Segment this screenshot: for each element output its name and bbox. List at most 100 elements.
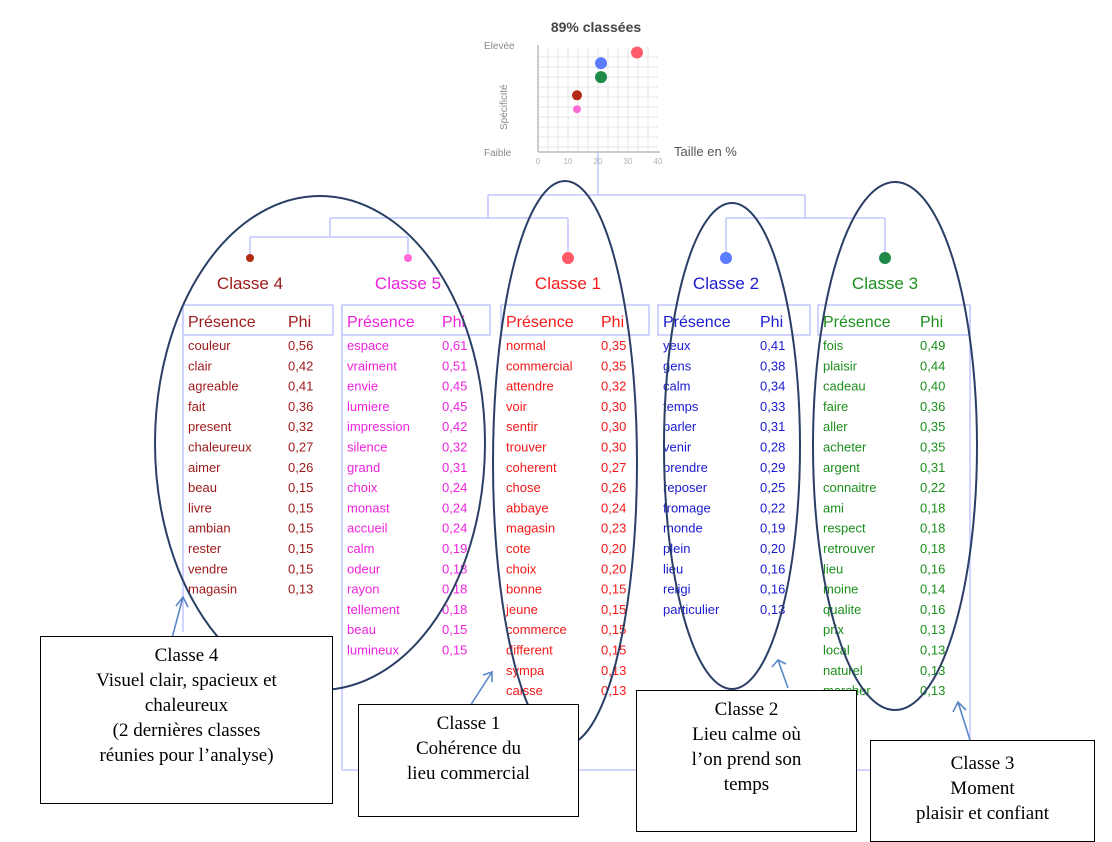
- table-row: fromage 0,22: [663, 500, 785, 515]
- word-cell: rayon: [347, 582, 380, 597]
- phi-cell: 0,38: [760, 358, 785, 373]
- class-title: Classe 1: [535, 274, 601, 293]
- class-size-scatter: 89% classées Elevée Faible Spécificité T…: [484, 19, 737, 166]
- table-row: magasin 0,23: [506, 521, 626, 536]
- table-row: agreable 0,41: [188, 379, 313, 394]
- ellipse-classe-3: [812, 181, 978, 711]
- word-cell: couleur: [188, 338, 231, 353]
- table-row: lieu 0,16: [823, 561, 945, 576]
- phi-cell: 0,16: [920, 561, 945, 576]
- panel-classe-4: Classe 4 Présence Phi couleur 0,56 clair 0,42 a…: [182, 254, 334, 597]
- phi-cell: 0,15: [442, 622, 467, 637]
- phi-cell: 0,13: [920, 663, 945, 678]
- table-row: commerce 0,15: [506, 622, 626, 637]
- table-row: attendre 0,32: [506, 379, 626, 394]
- table-row: sentir 0,30: [506, 419, 626, 434]
- word-cell: abbaye: [506, 500, 549, 515]
- callout-line: Classe 2: [714, 699, 779, 720]
- scatter-point: [595, 71, 607, 84]
- word-cell: lumineux: [347, 643, 400, 658]
- word-cell: beau: [347, 622, 376, 637]
- word-cell: prix: [823, 622, 844, 637]
- word-cell: trouver: [506, 440, 547, 455]
- table-row: chose 0,26: [506, 480, 626, 495]
- word-cell: parler: [663, 419, 697, 434]
- word-cell: caisse: [506, 683, 543, 698]
- scatter-point: [573, 105, 581, 114]
- table-row: prendre 0,29: [663, 460, 785, 475]
- word-cell: cadeau: [823, 379, 866, 394]
- phi-cell: 0,31: [920, 460, 945, 475]
- word-cell: temps: [663, 399, 699, 414]
- word-cell: sentir: [506, 419, 538, 434]
- table-row: sympa 0,13: [506, 663, 626, 678]
- callout-line: plaisir et confiant: [916, 803, 1049, 824]
- scatter-title: 89% classées: [551, 19, 642, 35]
- table-row: naturel 0,13: [823, 663, 945, 678]
- table-row: caisse 0,13: [506, 683, 626, 698]
- word-cell: venir: [663, 440, 692, 455]
- phi-cell: 0,40: [920, 379, 945, 394]
- class-dot: [246, 254, 254, 262]
- class-title: Classe 5: [375, 274, 441, 293]
- phi-cell: 0,27: [288, 440, 313, 455]
- phi-cell: 0,15: [288, 500, 313, 515]
- phi-cell: 0,18: [920, 541, 945, 556]
- phi-cell: 0,35: [920, 440, 945, 455]
- word-cell: jeune: [505, 602, 538, 617]
- word-cell: lumiere: [347, 399, 390, 414]
- phi-cell: 0,20: [760, 541, 785, 556]
- table-header-box: [817, 304, 971, 336]
- table-row: moine 0,14: [823, 582, 945, 597]
- phi-cell: 0,29: [760, 460, 785, 475]
- callout-line: Classe 1: [436, 713, 501, 734]
- table-row: lumineux 0,15: [347, 643, 467, 658]
- table-row: lumiere 0,45: [347, 399, 467, 414]
- ellipse-classe-2: [663, 202, 801, 690]
- phi-cell: 0,31: [442, 460, 467, 475]
- table-row: faire 0,36: [823, 399, 945, 414]
- phi-cell: 0,24: [442, 480, 467, 495]
- table-row: acheter 0,35: [823, 440, 945, 455]
- word-cell: local: [823, 643, 850, 658]
- word-cell: reposer: [663, 480, 708, 495]
- word-cell: calm: [663, 379, 690, 394]
- word-cell: normal: [506, 338, 546, 353]
- panel-classe-5: Classe 5 Présence Phi espace 0,61 vraiment 0,5…: [341, 254, 491, 658]
- table-row: impression 0,42: [347, 419, 467, 434]
- callout-line: Classe 3: [950, 753, 1015, 774]
- phi-cell: 0,15: [601, 643, 626, 658]
- phi-cell: 0,45: [442, 399, 467, 414]
- phi-cell: 0,36: [920, 399, 945, 414]
- phi-cell: 0,13: [760, 602, 785, 617]
- table-row: fait 0,36: [188, 399, 313, 414]
- word-cell: grand: [347, 460, 380, 475]
- word-cell: yeux: [663, 338, 691, 353]
- word-cell: lieu: [823, 561, 843, 576]
- table-row: aimer 0,26: [188, 460, 313, 475]
- panel-classe-1: Classe 1 Présence Phi normal 0,35 commercial 0…: [500, 252, 650, 698]
- phi-cell: 0,31: [760, 419, 785, 434]
- word-cell: monde: [663, 521, 703, 536]
- panel-classe-2: Classe 2 Présence Phi yeux 0,41 gens 0,38 calm 0…: [657, 252, 811, 617]
- word-cell: cote: [506, 541, 531, 556]
- class-title: Classe 2: [693, 274, 759, 293]
- table-row: plein 0,20: [663, 541, 785, 556]
- table-row: plaisir 0,44: [823, 358, 945, 373]
- table-row: local 0,13: [823, 643, 945, 658]
- class-title: Classe 4: [217, 274, 283, 293]
- callout-classe-4: Classe 4 Visuel clair, spacieux et chale…: [40, 636, 333, 804]
- table-row: reposer 0,25: [663, 480, 785, 495]
- word-cell: livre: [188, 500, 212, 515]
- phi-cell: 0,15: [288, 521, 313, 536]
- table-row: cadeau 0,40: [823, 379, 945, 394]
- class-panels: Classe 4 Présence Phi couleur 0,56 clair 0,42 a…: [182, 252, 971, 698]
- phi-header: Phi: [288, 314, 311, 331]
- table-row: particulier 0,13: [663, 602, 785, 617]
- phi-cell: 0,51: [442, 358, 467, 373]
- callout-line: temps: [723, 774, 770, 795]
- table-row: silence 0,32: [347, 440, 467, 455]
- phi-cell: 0,33: [760, 399, 785, 414]
- word-cell: ambian: [188, 521, 231, 536]
- phi-cell: 0,15: [288, 480, 313, 495]
